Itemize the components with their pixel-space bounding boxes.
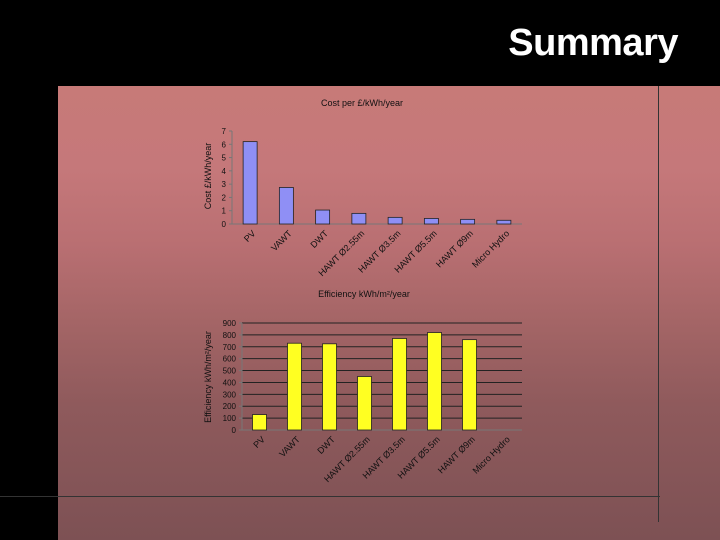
cost-bar: [242, 141, 258, 225]
efficiency-bar: [427, 332, 442, 431]
efficiency-bar: [287, 342, 302, 431]
efficiency-bar: [252, 414, 267, 431]
cost-chart-title: Cost per £/kWh/year: [321, 98, 403, 108]
slide-title: Summary: [508, 22, 678, 64]
cost-chart: Cost per £/kWh/year Cost £/kWh/year 0 1 2 3…: [203, 98, 522, 278]
efficiency-y-tick-label: 800: [223, 331, 237, 340]
cost-bar: [278, 187, 294, 225]
divider-horizontal: [0, 496, 660, 497]
cost-category-label: VAWT: [269, 228, 294, 253]
efficiency-chart-title: Efficiency kWh/m²/year: [318, 289, 410, 299]
cost-y-tick-label: 6: [222, 140, 227, 149]
efficiency-bar: [357, 376, 372, 431]
cost-y-tick-label: 5: [222, 154, 227, 163]
cost-category-label: HAWT Ø9m: [434, 228, 475, 269]
efficiency-category-label: DWT: [315, 434, 337, 456]
background-landscape-image: [58, 86, 720, 540]
cost-category-label: PV: [242, 228, 258, 244]
cost-category-label: Micro Hydro: [470, 228, 511, 269]
efficiency-chart-ylabel: Efficiency kWh/m²/year: [203, 331, 213, 423]
efficiency-bar: [322, 343, 337, 431]
efficiency-y-tick-label: 500: [223, 367, 237, 376]
cost-chart-ylabel: Cost £/kWh/year: [203, 143, 213, 210]
efficiency-y-tick-label: 200: [223, 402, 237, 411]
cost-bar: [496, 219, 512, 225]
cost-bar: [351, 212, 367, 225]
efficiency-category-label: PV: [251, 434, 267, 450]
cost-y-tick-label: 2: [222, 193, 227, 202]
efficiency-bar: [392, 338, 407, 431]
efficiency-chart: Efficiency kWh/m²/year Efficiency kWh/m²…: [203, 289, 522, 484]
cost-y-tick-label: 0: [222, 220, 227, 229]
efficiency-bar: [462, 339, 477, 431]
cost-y-tick-label: 7: [222, 127, 227, 136]
efficiency-y-tick-label: 600: [223, 355, 237, 364]
efficiency-y-tick-label: 400: [223, 378, 237, 387]
efficiency-y-tick-label: 700: [223, 343, 237, 352]
efficiency-category-label: VAWT: [277, 434, 302, 459]
efficiency-y-tick-label: 900: [223, 319, 237, 328]
cost-bar: [423, 218, 439, 225]
cost-y-tick-label: 1: [222, 207, 227, 216]
efficiency-y-tick-label: 300: [223, 390, 237, 399]
cost-bar: [315, 209, 331, 225]
efficiency-y-tick-label: 0: [232, 426, 237, 435]
divider-vertical: [658, 86, 659, 522]
cost-category-label: DWT: [308, 228, 330, 250]
cost-bar: [387, 216, 403, 225]
efficiency-y-tick-label: 100: [223, 414, 237, 423]
efficiency-category-label: Micro Hydro: [471, 434, 512, 475]
cost-bar: [460, 218, 476, 225]
cost-y-tick-label: 3: [222, 180, 227, 189]
cost-y-tick-label: 4: [222, 167, 227, 176]
